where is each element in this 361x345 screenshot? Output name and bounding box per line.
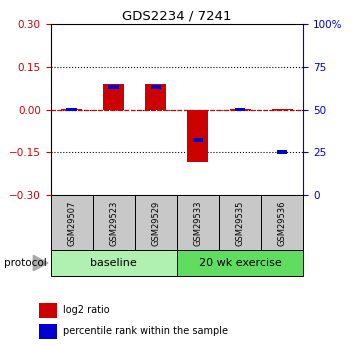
Bar (271, 109, 293, 110)
Text: log2 ratio: log2 ratio (63, 305, 110, 315)
Text: GSM29533: GSM29533 (193, 201, 203, 246)
Text: baseline: baseline (90, 258, 137, 268)
Bar (135, 195, 177, 252)
Bar (103, 84, 124, 110)
Bar (61, 109, 82, 110)
Text: GSM29529: GSM29529 (151, 201, 160, 246)
Polygon shape (33, 255, 48, 271)
Bar (177, 250, 303, 276)
Bar (51, 250, 177, 276)
Bar (108, 86, 119, 89)
Text: protocol: protocol (4, 258, 46, 268)
Text: GSM29535: GSM29535 (236, 201, 244, 246)
Title: GDS2234 / 7241: GDS2234 / 7241 (122, 10, 232, 23)
Bar (66, 108, 77, 111)
Bar (261, 195, 303, 252)
Text: 20 wk exercise: 20 wk exercise (199, 258, 282, 268)
Bar (277, 150, 287, 154)
Bar (51, 195, 93, 252)
Bar (230, 109, 251, 110)
Text: GSM29536: GSM29536 (278, 201, 287, 246)
Bar (151, 86, 161, 89)
Bar (145, 84, 166, 110)
Text: percentile rank within the sample: percentile rank within the sample (63, 326, 228, 336)
Bar (93, 195, 135, 252)
Bar (235, 108, 245, 111)
Text: GSM29507: GSM29507 (67, 201, 76, 246)
Bar (39, 324, 57, 339)
Bar (177, 195, 219, 252)
Bar (187, 110, 208, 162)
Text: GSM29523: GSM29523 (109, 201, 118, 246)
Bar (219, 195, 261, 252)
Bar (193, 138, 203, 142)
Bar (39, 303, 57, 318)
